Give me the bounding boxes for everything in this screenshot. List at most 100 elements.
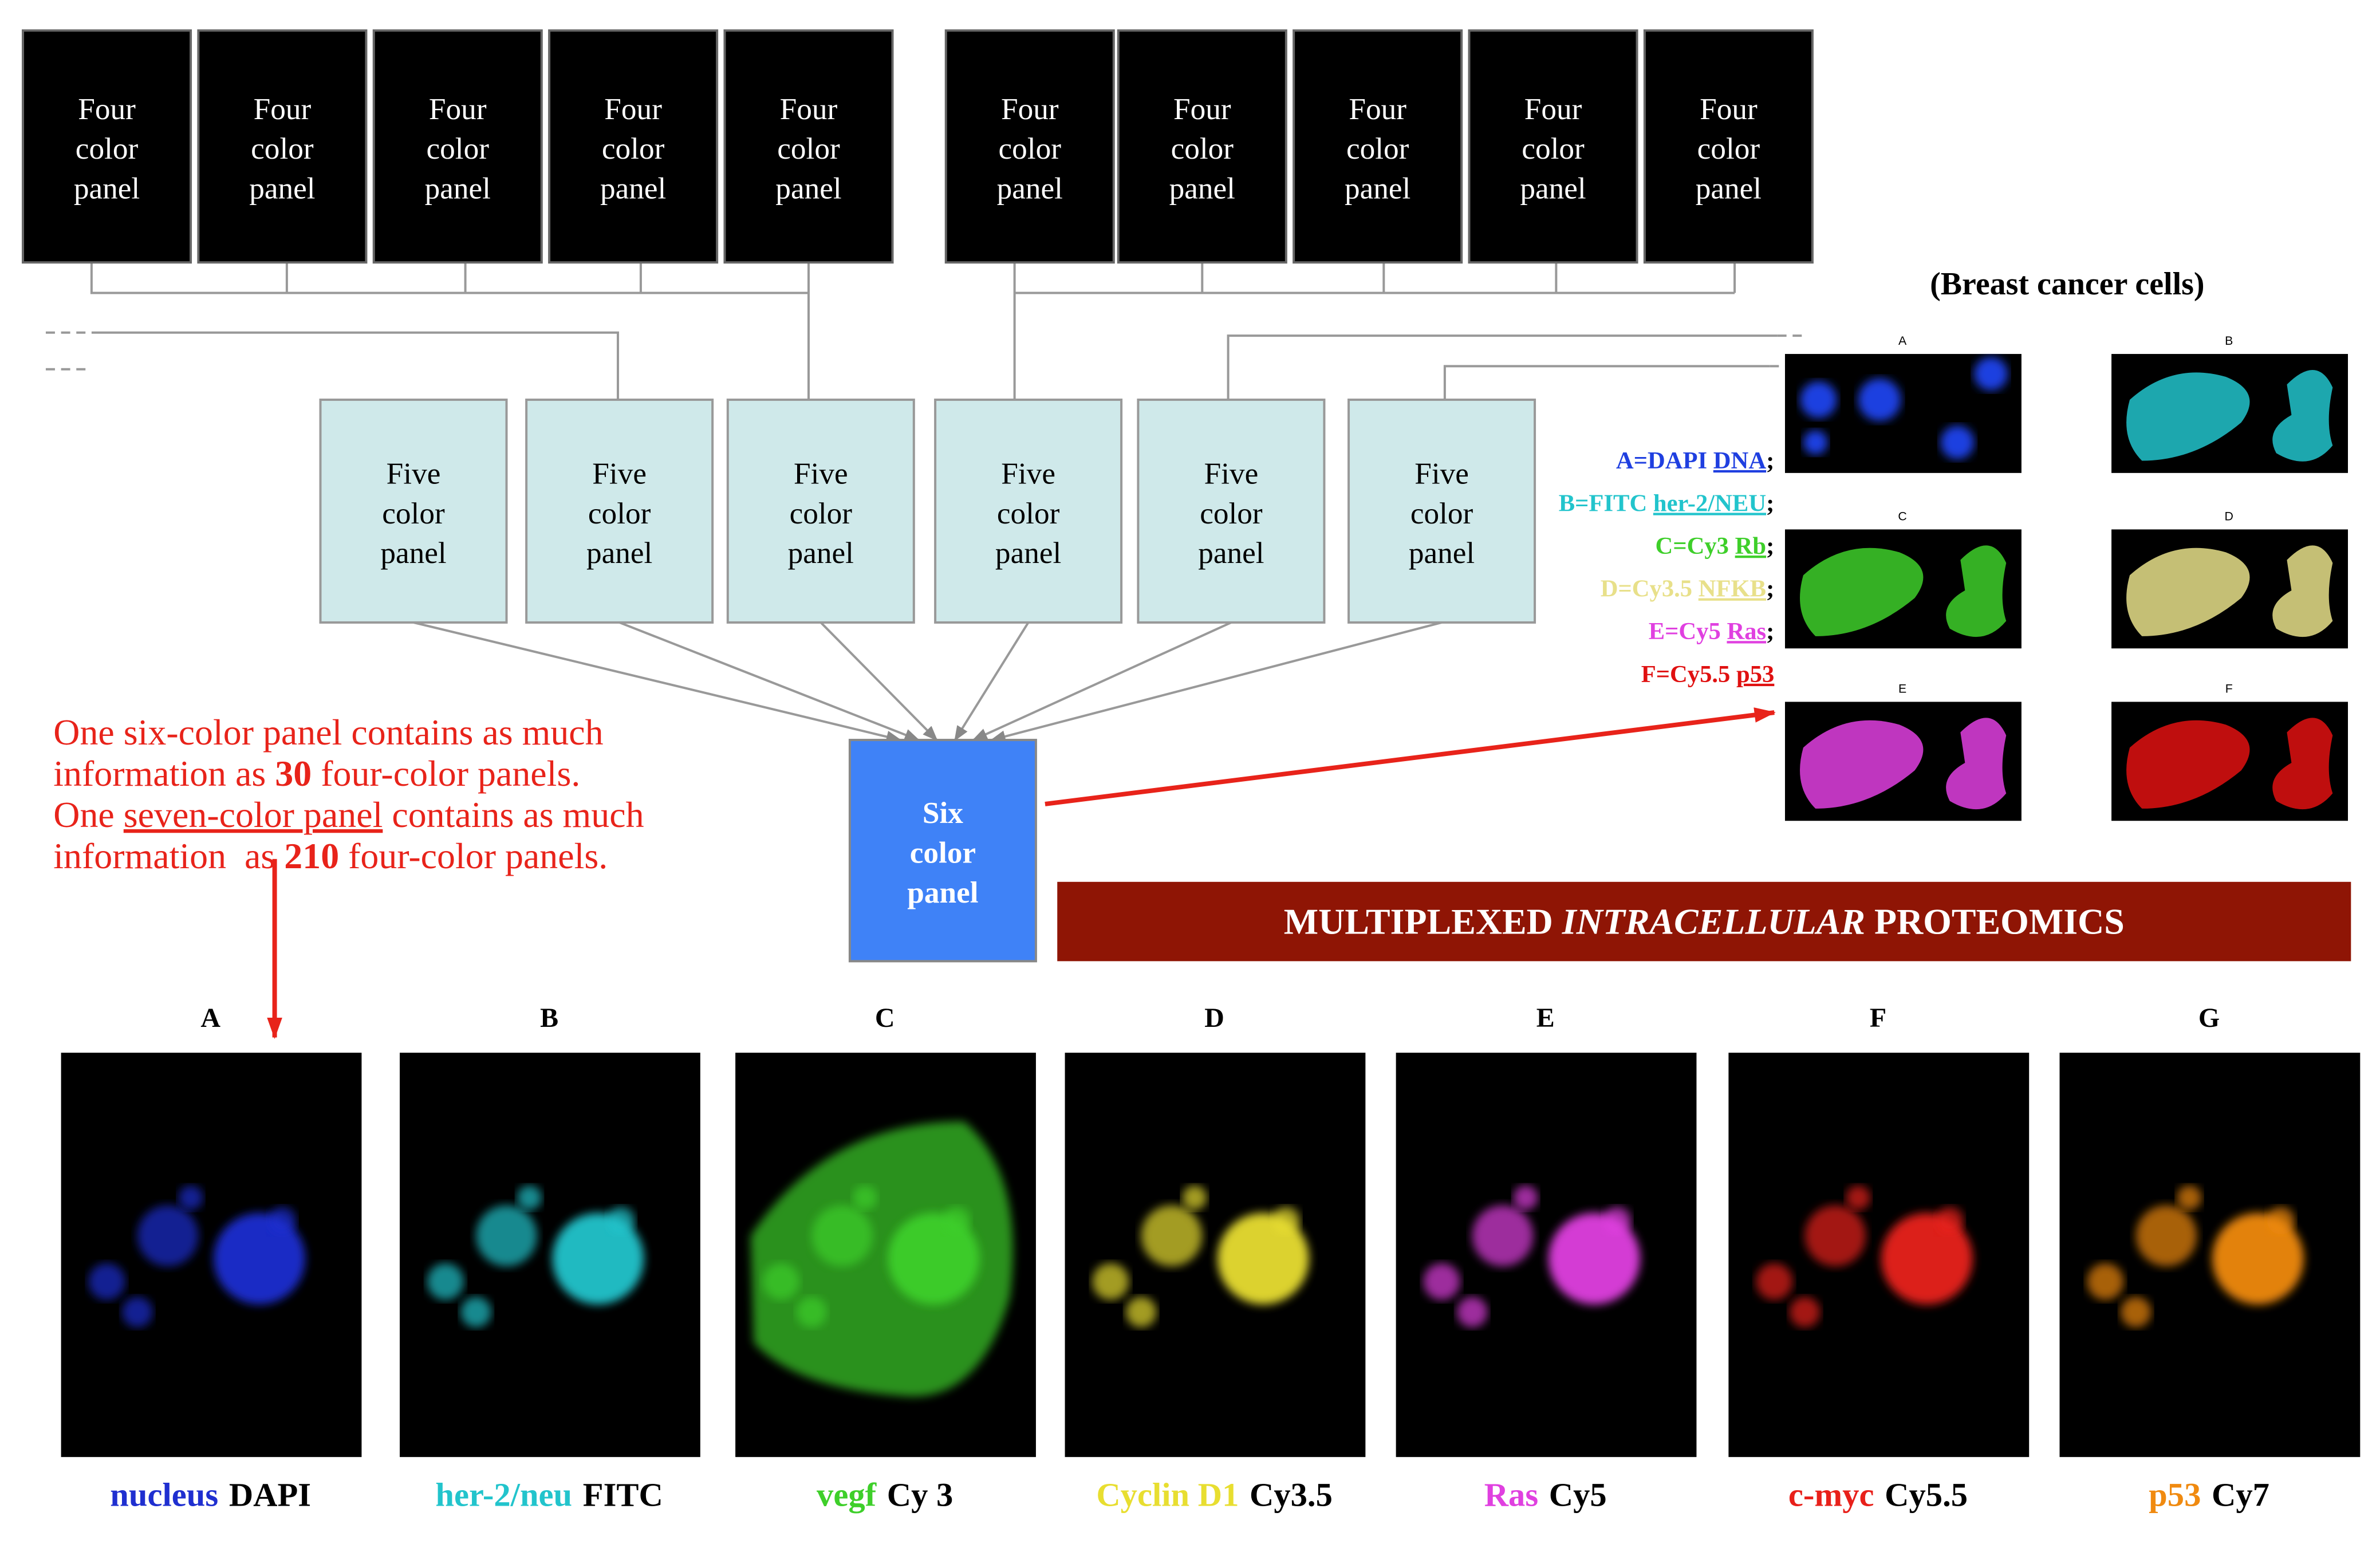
legend-end: ; <box>1766 576 1774 602</box>
cell <box>476 1205 537 1267</box>
arrow <box>990 621 1443 743</box>
panel-label: color <box>602 132 665 166</box>
cell <box>2272 369 2333 462</box>
panel-box <box>848 739 1037 963</box>
panel-letter: G <box>2198 1003 2220 1033</box>
panel-label: Four <box>429 92 487 126</box>
panel-label: panel <box>1520 171 1586 205</box>
annotation-text: four-color panels. <box>312 753 580 794</box>
panel-label: panel <box>380 536 446 570</box>
cell <box>811 1205 873 1267</box>
banner-text: PROTEOMICS <box>1865 901 2125 942</box>
cell <box>2126 720 2250 809</box>
arrow <box>1045 707 1776 806</box>
panel-label: panel <box>775 171 841 205</box>
panel-box <box>1468 29 1638 264</box>
cell <box>460 1297 491 1328</box>
panel-box <box>372 29 543 264</box>
image-letter: C <box>1898 509 1906 523</box>
panel-label: panel <box>586 536 652 570</box>
cell <box>1141 1205 1203 1267</box>
cell <box>1936 1207 1964 1235</box>
cell <box>178 1185 203 1210</box>
annotation-text: One six-color panel contains as much <box>53 712 603 753</box>
cell <box>268 1207 296 1235</box>
panel-caption: c-myc Cy5.5 <box>1788 1476 1968 1513</box>
cell <box>853 1185 877 1210</box>
marker-name: Cyclin D1 <box>1096 1476 1239 1513</box>
legend-label: A=DAPI <box>1616 447 1713 474</box>
legend-label: B=FITC <box>1559 490 1653 517</box>
legend-term: Ras <box>1727 618 1766 645</box>
panel-label: panel <box>907 876 978 909</box>
cell <box>1457 1297 1488 1328</box>
panel-label: Six <box>923 796 963 830</box>
panel-label: color <box>382 497 445 530</box>
cell <box>1513 1185 1538 1210</box>
breast-title: (Breast cancer cells) <box>1930 266 2204 302</box>
cell <box>1800 548 1924 636</box>
legend-item: A=DAPI DNA; <box>1616 447 1774 474</box>
cell <box>607 1207 635 1235</box>
dye-name: Cy5.5 <box>1885 1476 1968 1513</box>
dye-name: Cy7 <box>2212 1476 2269 1513</box>
annotation-text: 210 <box>284 836 339 876</box>
cell <box>2272 718 2333 810</box>
panel-label: panel <box>997 171 1063 205</box>
cell <box>943 1207 971 1235</box>
cell <box>1272 1207 1300 1235</box>
panel-label: color <box>997 497 1060 530</box>
dye-name: Cy5 <box>1549 1476 1607 1513</box>
panel-label: panel <box>425 171 491 205</box>
marker-name: her-2/neu <box>435 1476 572 1513</box>
panel-box <box>934 398 1123 624</box>
legend-item: F=Cy5.5 p53 <box>1641 661 1775 688</box>
image-letter: A <box>1898 334 1907 348</box>
cell <box>2087 1263 2124 1300</box>
cell <box>750 1121 1013 1397</box>
cell <box>122 1297 153 1328</box>
panel-label: panel <box>995 536 1061 570</box>
panel-label: color <box>910 836 976 870</box>
cell <box>2267 1207 2295 1235</box>
panel-label: color <box>999 132 1062 166</box>
panel-letter: D <box>1204 1003 1224 1033</box>
panel-label: Four <box>780 92 838 126</box>
cell <box>1756 1263 1793 1300</box>
micrograph <box>1728 1053 2030 1458</box>
cell <box>1800 720 1924 809</box>
cell <box>214 1212 305 1305</box>
panel-box <box>944 29 1115 264</box>
micrograph <box>1396 1053 1697 1458</box>
annotation-line: One six-color panel contains as much <box>53 712 603 753</box>
panel-caption: her-2/neu FITC <box>435 1476 663 1513</box>
cell <box>1804 1205 1866 1267</box>
panel-caption: Ras Cy5 <box>1484 1476 1607 1513</box>
arrow <box>972 621 1232 741</box>
panel-label: color <box>588 497 651 530</box>
annotation-text: 30 <box>275 753 312 794</box>
legend-label: E=Cy5 <box>1649 618 1727 645</box>
dye-name: Cy 3 <box>887 1476 953 1513</box>
cell <box>888 1212 980 1305</box>
legend-end: ; <box>1766 618 1774 645</box>
micrograph <box>1065 1053 1366 1458</box>
marker-name: Ras <box>1484 1476 1538 1513</box>
legend-term: p53 <box>1736 661 1774 688</box>
panel-box <box>1117 29 1287 264</box>
arrow <box>618 621 920 741</box>
annotation-text: contains as much <box>383 794 644 835</box>
micrograph <box>400 1053 700 1458</box>
panel-label: Four <box>254 92 312 126</box>
cell <box>1092 1263 1129 1300</box>
panel-box <box>525 398 714 624</box>
cell <box>796 1297 827 1328</box>
panel-label: Four <box>1700 92 1758 126</box>
cell <box>2177 1185 2202 1210</box>
panel-label: color <box>251 132 314 166</box>
panel-box <box>548 29 719 264</box>
panel-caption: Cyclin D1 Cy3.5 <box>1096 1476 1333 1513</box>
panel-letter: E <box>1536 1003 1555 1033</box>
arrow <box>413 621 902 743</box>
banner-text: MULTIPLEXED <box>1284 901 1562 942</box>
